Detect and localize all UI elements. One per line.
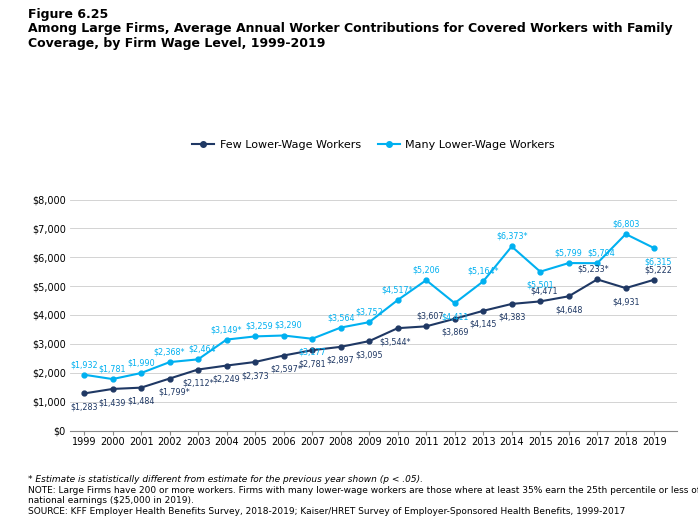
Text: $3,177: $3,177 — [298, 348, 326, 357]
Text: $1,484: $1,484 — [128, 397, 155, 406]
Text: Figure 6.25: Figure 6.25 — [28, 8, 108, 21]
Text: $3,095: $3,095 — [355, 350, 383, 359]
Text: Coverage, by Firm Wage Level, 1999-2019: Coverage, by Firm Wage Level, 1999-2019 — [28, 37, 325, 50]
Text: $2,464: $2,464 — [188, 345, 216, 354]
Text: $6,803: $6,803 — [612, 219, 639, 228]
Text: $5,233*: $5,233* — [577, 265, 609, 274]
Text: Among Large Firms, Average Annual Worker Contributions for Covered Workers with : Among Large Firms, Average Annual Worker… — [28, 22, 673, 35]
Text: $4,517*: $4,517* — [382, 286, 413, 295]
Text: $4,411: $4,411 — [441, 312, 468, 321]
Text: NOTE: Large Firms have 200 or more workers. Firms with many lower-wage workers a: NOTE: Large Firms have 200 or more worke… — [28, 486, 698, 495]
Text: * Estimate is statistically different from estimate for the previous year shown : * Estimate is statistically different fr… — [28, 475, 423, 484]
Text: $4,648: $4,648 — [555, 306, 582, 314]
Text: $2,368*: $2,368* — [154, 348, 186, 356]
Text: $1,990: $1,990 — [127, 359, 155, 368]
Text: $3,290: $3,290 — [274, 321, 302, 330]
Text: $3,544*: $3,544* — [379, 337, 410, 346]
Text: $6,373*: $6,373* — [496, 232, 528, 241]
Text: SOURCE: KFF Employer Health Benefits Survey, 2018-2019; Kaiser/HRET Survey of Em: SOURCE: KFF Employer Health Benefits Sur… — [28, 507, 625, 516]
Text: $2,112*: $2,112* — [182, 379, 214, 387]
Text: $4,931: $4,931 — [612, 297, 639, 306]
Text: $3,259: $3,259 — [246, 322, 273, 331]
Text: $1,799*: $1,799* — [158, 387, 190, 396]
Text: $1,932: $1,932 — [70, 360, 98, 369]
Text: $3,752: $3,752 — [355, 308, 383, 317]
Text: $1,283: $1,283 — [70, 403, 98, 412]
Text: $5,794: $5,794 — [588, 249, 615, 258]
Text: $4,471: $4,471 — [530, 287, 558, 296]
Text: $3,607: $3,607 — [417, 312, 444, 321]
Text: $2,597*: $2,597* — [270, 364, 302, 374]
Text: $1,781: $1,781 — [99, 364, 126, 373]
Text: $5,164*: $5,164* — [468, 267, 499, 276]
Text: $2,781: $2,781 — [298, 359, 326, 368]
Text: $5,206: $5,206 — [413, 266, 440, 275]
Text: $5,222: $5,222 — [644, 265, 672, 274]
Text: $3,149*: $3,149* — [211, 325, 242, 334]
Text: $5,799: $5,799 — [555, 248, 583, 257]
Text: $5,501: $5,501 — [526, 281, 554, 290]
Text: national earnings ($25,000 in 2019).: national earnings ($25,000 in 2019). — [28, 496, 194, 505]
Text: $2,373: $2,373 — [242, 371, 269, 380]
Text: $1,439: $1,439 — [99, 398, 126, 407]
Text: $3,869: $3,869 — [441, 328, 468, 337]
Text: $4,383: $4,383 — [498, 313, 526, 322]
Text: $6,315: $6,315 — [645, 257, 672, 266]
Text: $2,249: $2,249 — [213, 375, 241, 384]
Legend: Few Lower-Wage Workers, Many Lower-Wage Workers: Few Lower-Wage Workers, Many Lower-Wage … — [188, 136, 559, 155]
Text: $2,897: $2,897 — [327, 356, 355, 365]
Text: $3,564: $3,564 — [327, 313, 355, 322]
Text: $4,145: $4,145 — [470, 320, 497, 329]
